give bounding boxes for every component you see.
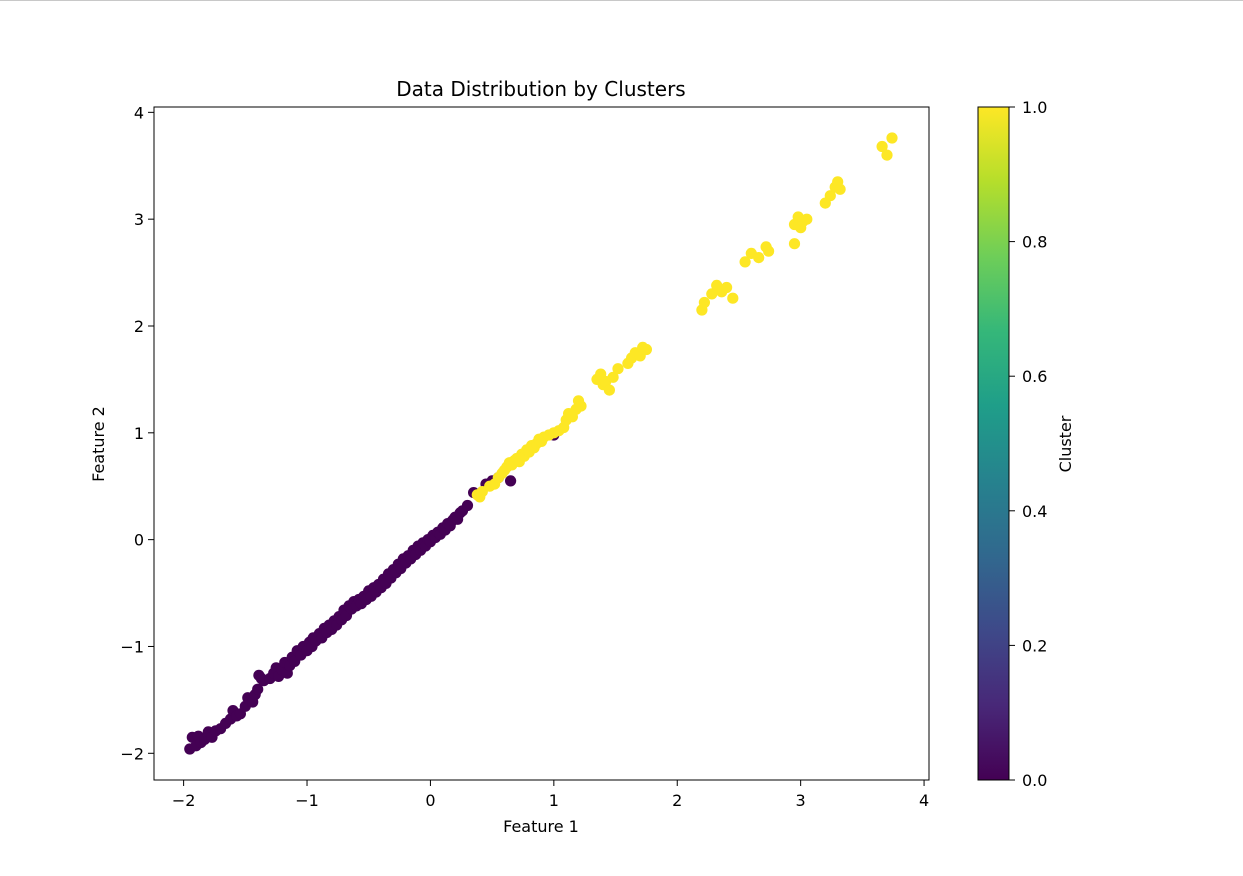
- colorbar: [977, 106, 1010, 781]
- scatter-point-cluster-0: [461, 499, 474, 512]
- window-top-border: [0, 0, 1243, 1]
- scatter-point-cluster-1: [698, 296, 711, 309]
- scatter-point-cluster-1: [706, 288, 718, 300]
- scatter-point-cluster-1: [824, 190, 836, 202]
- scatter-point-cluster-1: [876, 140, 888, 153]
- plot-frame: [153, 106, 930, 781]
- scatter-point-cluster-1: [612, 363, 624, 375]
- chart-title: Data Distribution by Clusters: [396, 77, 685, 101]
- colorbar-tick-label: 1.0: [1022, 98, 1047, 117]
- scatter-point-cluster-1: [603, 384, 616, 396]
- x-tick-label: 4: [919, 791, 929, 810]
- scatter-point-cluster-1: [739, 256, 751, 268]
- scatter-point-cluster-1: [881, 149, 893, 161]
- x-tick-label: −2: [172, 791, 196, 810]
- y-tick-label: 2: [134, 317, 144, 336]
- scatter-point-cluster-1: [727, 292, 739, 304]
- colorbar-label: Cluster: [1056, 415, 1075, 472]
- colorbar-axis: 0.0 0.2 0.4 0.6 0.8 1.0: [1009, 98, 1047, 790]
- y-tick-label: 3: [134, 210, 144, 229]
- colorbar-tick-label: 0.6: [1022, 367, 1047, 386]
- colorbar-tick-label: 0.2: [1022, 636, 1047, 655]
- scatter-point-cluster-1: [640, 343, 653, 356]
- scatter-point-cluster-1: [834, 183, 846, 195]
- x-axis-label: Feature 1: [503, 817, 579, 836]
- colorbar-tick-label: 0.8: [1022, 233, 1047, 252]
- x-tick-label: −1: [295, 791, 319, 810]
- scatter-point-cluster-1: [575, 400, 587, 412]
- scatter-point-cluster-1: [721, 281, 733, 294]
- x-tick-label: 3: [796, 791, 806, 810]
- x-tick-label: 0: [425, 791, 435, 810]
- y-axis-label: Feature 2: [89, 406, 108, 482]
- y-tick-label: 4: [134, 103, 144, 122]
- colorbar-tick-label: 0.0: [1022, 771, 1047, 790]
- scatter-point-cluster-1: [753, 252, 765, 264]
- y-tick-label: −1: [120, 637, 144, 656]
- x-tick-label: 2: [672, 791, 682, 810]
- points-layer: [184, 132, 898, 755]
- y-tick-label: 1: [134, 424, 144, 443]
- x-axis: −2 −1 0 1 2 3 4: [172, 780, 929, 810]
- x-tick-label: 1: [549, 791, 559, 810]
- scatter-point-cluster-0: [505, 475, 517, 487]
- scatter-point-cluster-1: [788, 238, 801, 250]
- y-tick-label: −2: [120, 744, 144, 763]
- colorbar-tick-label: 0.4: [1022, 502, 1047, 521]
- y-tick-label: 0: [134, 531, 144, 550]
- scatter-point-cluster-0: [252, 683, 264, 695]
- scatter-point-cluster-1: [763, 245, 775, 257]
- scatter-point-cluster-1: [886, 132, 898, 144]
- y-axis: −2 −1 0 1 2 3 4: [120, 103, 154, 763]
- scatter-point-cluster-1: [607, 371, 619, 383]
- scatter-point-cluster-1: [801, 213, 813, 225]
